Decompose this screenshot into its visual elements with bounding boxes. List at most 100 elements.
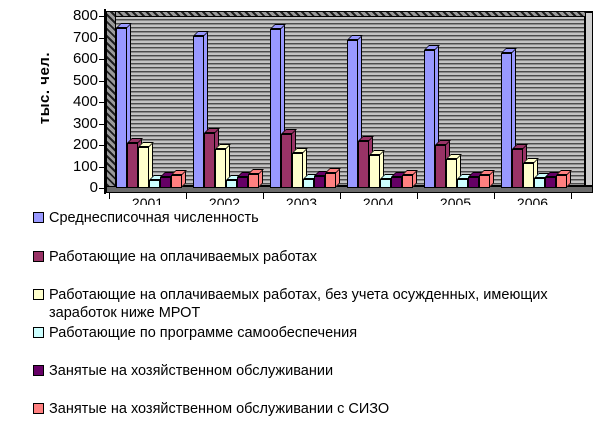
bar-front: [424, 50, 435, 188]
x-category-label: 2005: [439, 196, 472, 205]
x-axis-labels: 2001 2002 2003 2004 2005 2006: [0, 196, 607, 205]
bar-2005-s3: [457, 174, 473, 188]
y-tick-mark: [99, 145, 104, 146]
y-tick-label: 500: [72, 71, 98, 89]
y-tick-mark: [99, 188, 104, 189]
bar-2001-s4: [160, 172, 176, 188]
bar-front: [149, 180, 160, 188]
bar-front: [534, 178, 545, 188]
bar-2002-s4: [237, 172, 253, 188]
x-category-label: 2006: [516, 196, 549, 205]
legend-item: Занятые на хозяйственном обслуживании: [33, 362, 333, 380]
bar-2006-s3: [534, 173, 550, 188]
bar-2002-s5: [248, 169, 264, 188]
bar-front: [358, 141, 369, 188]
bar-2005-s5: [479, 170, 495, 188]
legend-item: Среднесписочная численность: [33, 209, 259, 227]
bar-2001-s3: [149, 175, 165, 188]
bar-front: [215, 149, 226, 188]
bar-2003-s5: [325, 168, 341, 188]
bar-front: [171, 175, 182, 188]
bar-2004-s2: [369, 150, 385, 188]
y-tick-mark: [99, 16, 104, 17]
y-tick-mark: [99, 80, 104, 82]
bar-2004-s5: [402, 170, 418, 188]
y-tick-label: 400: [72, 93, 98, 110]
bar-2002-s1: [204, 128, 220, 188]
bar-front: [391, 177, 402, 188]
bar-2001-s1: [127, 138, 143, 188]
bar-front: [292, 153, 303, 188]
bar-2002-s2: [215, 144, 231, 188]
bar-front: [248, 174, 259, 188]
bar-front: [160, 177, 171, 188]
bar-front: [237, 177, 248, 188]
bar-2006-s2: [523, 158, 539, 188]
legend-label: Работающие на оплачиваемых работах, без …: [49, 287, 548, 321]
bar-front: [446, 159, 457, 188]
bar-2003-s1: [281, 129, 297, 188]
x-tick-mark: [109, 193, 110, 199]
bar-2005-s2: [446, 154, 462, 188]
bar-2005-s0: [424, 45, 440, 188]
bar-2002-s3: [226, 175, 242, 188]
bar-2003-s0: [270, 24, 286, 188]
y-tick-mark: [99, 59, 104, 60]
legend-marker-swatch: [33, 289, 44, 300]
bar-2004-s0: [347, 35, 363, 188]
y-tick-mark: [99, 123, 104, 125]
bar-front: [127, 143, 138, 188]
bar-2003-s3: [303, 174, 319, 188]
bar-2006-s5: [556, 170, 572, 188]
bar-front: [468, 177, 479, 188]
bar-front: [402, 175, 413, 188]
legend-marker-swatch: [33, 212, 44, 223]
bar-2001-s2: [138, 142, 154, 188]
y-tick-label: 0: [89, 179, 98, 196]
y-tick-label: 800: [72, 7, 98, 24]
legend-marker-swatch: [33, 327, 44, 338]
bar-2004-s4: [391, 172, 407, 188]
bar-front: [193, 36, 204, 188]
bar-front: [314, 176, 325, 188]
legend-item: Работающие на оплачиваемых работах, без …: [33, 286, 581, 322]
bar-front: [204, 133, 215, 188]
bar-front: [556, 175, 567, 188]
bar-2003-s4: [314, 171, 330, 188]
bar-2001-s5: [171, 170, 187, 188]
legend-marker-swatch: [33, 403, 44, 414]
legend-label: Работающие по программе самообеспечения: [49, 325, 358, 341]
x-tick-mark: [571, 193, 572, 199]
legend-item: Занятые на хозяйственном обслуживании с …: [33, 400, 389, 418]
bar-front: [501, 53, 512, 188]
legend-item: Работающие по программе самообеспечения: [33, 324, 357, 342]
y-tick-label: 300: [72, 114, 98, 132]
bar-2001-s0: [116, 23, 132, 188]
legend-item: Работающие на оплачиваемых работах: [33, 248, 317, 266]
bar-front: [435, 145, 446, 188]
bar-front: [226, 180, 237, 188]
y-axis: [104, 9, 106, 194]
bar-front: [116, 28, 127, 188]
bar-2002-s0: [193, 31, 209, 188]
x-tick-mark: [494, 193, 495, 199]
bar-2006-s4: [545, 172, 561, 188]
x-tick-mark: [417, 193, 418, 199]
bar-2004-s1: [358, 136, 374, 188]
x-category-label: 2003: [285, 196, 318, 205]
x-category-label: 2002: [208, 196, 241, 205]
x-category-label: 2004: [362, 196, 395, 205]
bar-2003-s2: [292, 148, 308, 188]
bar-front: [545, 177, 556, 188]
bar-front: [325, 173, 336, 188]
bar-front: [138, 147, 149, 188]
y-tick-mark: [99, 102, 104, 103]
y-tick-label: 100: [72, 157, 98, 175]
legend-label: Среднесписочная численность: [49, 210, 259, 226]
bar-2005-s4: [468, 172, 484, 188]
bar-front: [523, 163, 534, 188]
y-tick-mark: [99, 37, 104, 39]
legend-marker-swatch: [33, 365, 44, 376]
legend-label: Работающие на оплачиваемых работах: [49, 249, 318, 265]
